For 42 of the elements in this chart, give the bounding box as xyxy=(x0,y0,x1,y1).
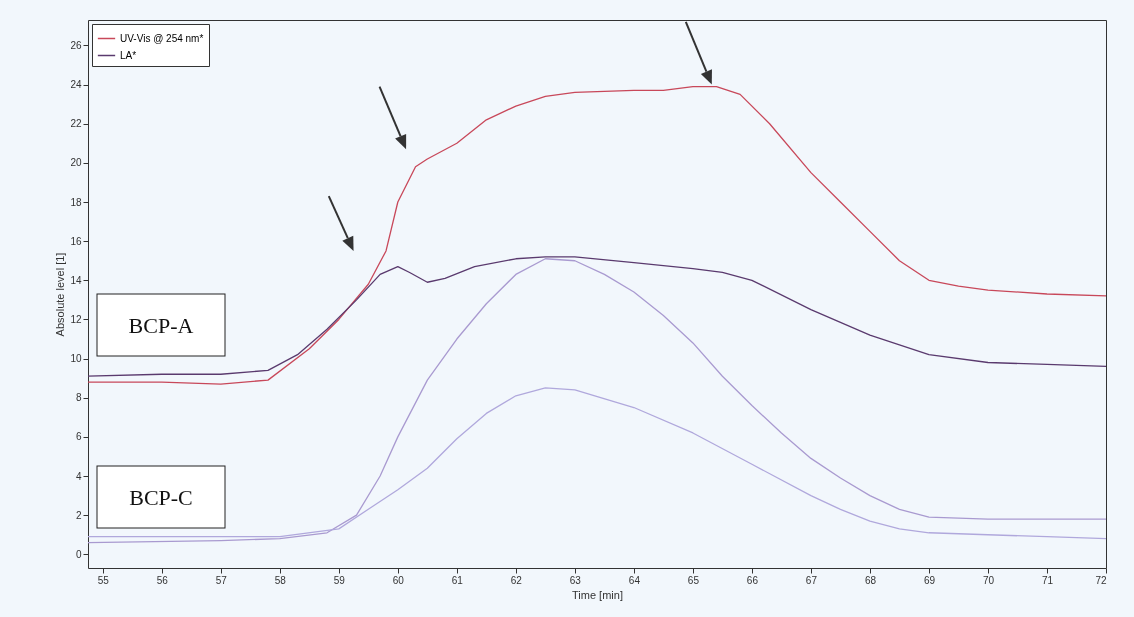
y-tick-label: 12 xyxy=(70,313,82,325)
legend-label: LA* xyxy=(120,49,137,61)
x-tick-label: 65 xyxy=(687,574,700,586)
y-tick-label: 14 xyxy=(70,274,82,286)
y-tick-label: 2 xyxy=(75,509,82,521)
annotation: BCP-C xyxy=(129,485,193,510)
x-tick-label: 61 xyxy=(451,574,464,586)
y-tick-label: 16 xyxy=(70,235,82,247)
legend-label: UV-Vis @ 254 nm* xyxy=(120,32,204,44)
line-series xyxy=(87,85,1107,385)
x-tick-label: 60 xyxy=(392,574,405,586)
y-tick-label: 18 xyxy=(70,196,82,208)
y-tick-label: 20 xyxy=(70,157,82,169)
y-tick-label: 0 xyxy=(75,548,82,560)
x-tick-label: 66 xyxy=(746,574,759,586)
annotation: BCP-A xyxy=(128,313,194,338)
x-tick-label: 64 xyxy=(628,574,641,586)
x-tick-label: 57 xyxy=(215,574,228,586)
x-tick-label: 59 xyxy=(333,574,346,586)
x-tick-label: 67 xyxy=(805,574,818,586)
line-series xyxy=(87,256,1107,377)
line-series xyxy=(87,258,1107,544)
y-tick-label: 10 xyxy=(70,353,82,365)
y-tick-label: 6 xyxy=(75,431,82,443)
x-tick-label: 56 xyxy=(156,574,169,586)
x-axis-title: Time [min] xyxy=(572,588,623,601)
y-tick-label: 22 xyxy=(70,118,82,130)
x-tick-label: 70 xyxy=(982,574,995,586)
y-tick-label: 4 xyxy=(75,470,82,482)
y-tick-label: 26 xyxy=(70,39,82,51)
y-tick-label: 24 xyxy=(70,79,82,91)
x-tick-label: 58 xyxy=(274,574,287,586)
x-tick-label: 55 xyxy=(97,574,110,586)
x-tick-label: 71 xyxy=(1041,574,1054,586)
x-tick-label: 63 xyxy=(569,574,582,586)
x-tick-label: 62 xyxy=(510,574,523,586)
x-tick-label: 72 xyxy=(1095,574,1107,586)
line-series xyxy=(87,387,1107,540)
x-tick-label: 69 xyxy=(923,574,936,586)
y-tick-label: 8 xyxy=(75,392,82,404)
x-tick-label: 68 xyxy=(864,574,877,586)
y-axis-title: Absolute level [1] xyxy=(54,252,67,337)
